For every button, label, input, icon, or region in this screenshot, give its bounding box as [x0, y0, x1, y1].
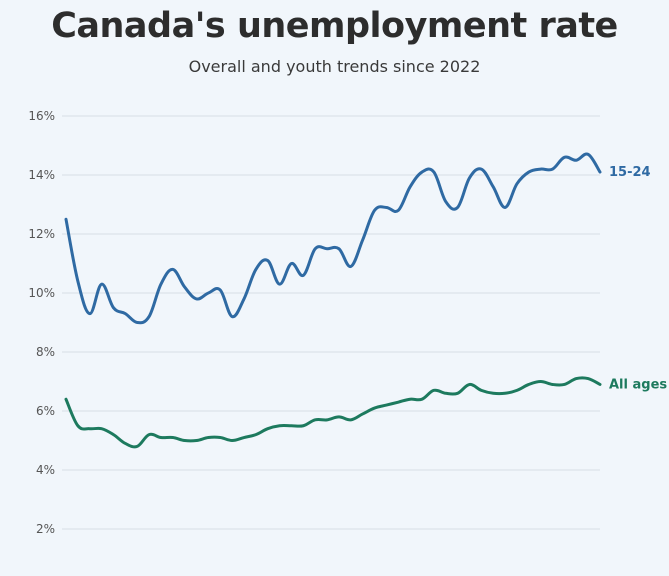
y-tick-label-12: 12% — [28, 227, 55, 241]
y-tick-label-14: 14% — [28, 168, 55, 182]
y-tick-label-2: 2% — [36, 522, 55, 536]
chart-title: Canada's unemployment rate — [51, 6, 618, 46]
y-tick-label-8: 8% — [36, 345, 55, 359]
series-label-all-ages: All ages — [609, 377, 667, 392]
series-label-layer: 15-24 All ages — [609, 165, 667, 392]
y-tick-label-4: 4% — [36, 463, 55, 477]
series-label-15-24: 15-24 — [609, 165, 651, 180]
y-tick-label-10: 10% — [28, 286, 55, 300]
series-line-15-24 — [64, 152, 602, 325]
y-tick-label-6: 6% — [36, 404, 55, 418]
chart-subtitle: Overall and youth trends since 2022 — [188, 57, 481, 76]
series-layer — [64, 152, 602, 449]
y-tick-label-16: 16% — [28, 109, 55, 123]
series-line-all-ages — [64, 376, 602, 449]
grid-layer: 2% 4% 6% 8% 10% 12% 14% 16% — [28, 109, 600, 536]
